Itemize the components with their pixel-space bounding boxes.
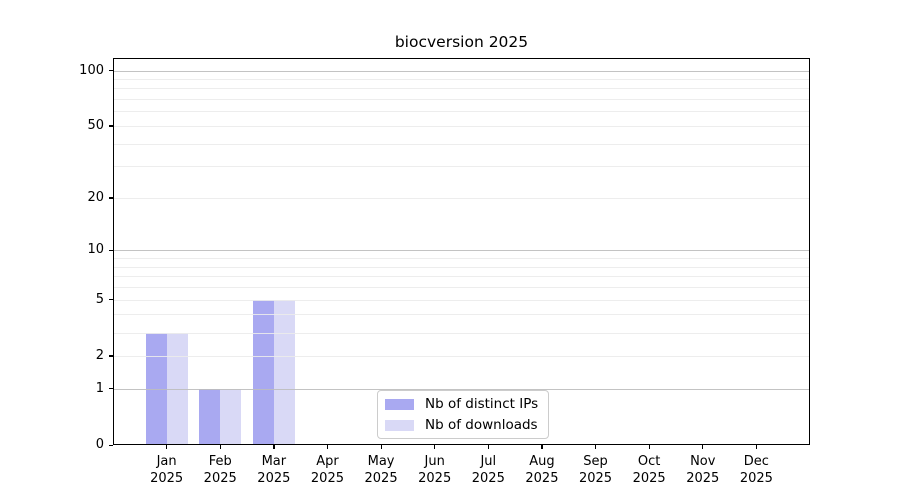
x-axis-tick-label: Oct 2025	[632, 454, 666, 486]
gridline-minor	[113, 143, 810, 145]
x-axis-tick-mark	[487, 445, 489, 449]
y-axis-tick-mark	[109, 197, 113, 199]
gridline-minor	[113, 111, 810, 113]
x-axis-tick-label: Mar 2025	[257, 454, 291, 486]
gridline-minor	[113, 287, 810, 289]
legend-swatch-downloads	[385, 419, 414, 431]
gridline-major	[113, 250, 810, 252]
plot-border	[113, 58, 810, 445]
y-axis-tick-mark	[109, 299, 113, 301]
x-axis-tick-mark	[595, 445, 597, 449]
legend-label-distinct-ips: Nb of distinct IPs	[425, 396, 539, 412]
x-axis-tick-mark	[326, 445, 329, 449]
y-axis-tick-label: 50	[87, 117, 104, 133]
y-axis-tick-label: 100	[79, 62, 104, 78]
x-axis-tick-label: Sep 2025	[578, 454, 613, 486]
y-axis-tick-mark	[109, 355, 113, 357]
x-axis-tick-label: Jul 2025	[471, 454, 505, 486]
y-axis-tick-mark	[109, 70, 113, 72]
legend-entry-distinct-ips: Nb of distinct IPs	[385, 395, 540, 413]
y-axis-tick-label: 5	[95, 291, 104, 307]
x-axis-tick-mark	[648, 445, 650, 449]
gridline-major	[113, 70, 810, 72]
bar-downloads-mar	[273, 299, 295, 445]
gridline-minor	[113, 332, 810, 334]
gridline-major	[113, 388, 810, 390]
legend: Nb of distinct IPs Nb of downloads	[377, 390, 549, 439]
x-axis-tick-mark	[434, 445, 436, 449]
y-axis-tick-mark	[109, 249, 113, 252]
y-axis-tick-label: 0	[95, 437, 104, 452]
bar-downloads-feb	[220, 388, 242, 445]
gridline-minor	[113, 299, 810, 301]
x-axis-tick-label: Jun 2025	[418, 454, 452, 486]
gridline-minor	[113, 166, 810, 168]
gridline-minor	[113, 99, 810, 101]
gridline-minor	[113, 276, 810, 278]
gridline-minor	[113, 258, 810, 260]
y-axis-tick-label: 20	[87, 189, 104, 205]
x-axis-tick-mark	[273, 445, 275, 449]
x-axis-tick-label: Aug 2025	[525, 454, 559, 486]
gridline-minor	[113, 79, 810, 80]
legend-swatch-distinct-ips	[385, 398, 414, 410]
gridline-minor	[113, 197, 810, 199]
legend-label-downloads: Nb of downloads	[425, 417, 538, 433]
x-axis-tick-label: May 2025	[364, 454, 398, 486]
x-axis-tick-mark	[166, 445, 168, 449]
x-axis-tick-mark	[702, 445, 704, 449]
y-axis-tick-label: 2	[95, 347, 104, 363]
y-axis-tick-mark	[109, 388, 113, 390]
x-axis-tick-label: Feb 2025	[203, 454, 237, 486]
bar-distinct-ips-mar	[252, 299, 274, 445]
y-axis-tick-mark	[109, 125, 113, 127]
x-axis-tick-mark	[755, 445, 758, 449]
y-axis-tick-label: 1	[95, 380, 104, 396]
x-axis-tick-mark	[541, 445, 543, 449]
x-axis-tick-label: Nov 2025	[686, 454, 720, 486]
chart-title: biocversion 2025	[394, 33, 529, 51]
y-axis-tick-mark	[109, 444, 113, 446]
gridline-minor	[113, 355, 810, 357]
x-axis-tick-label: Dec 2025	[739, 454, 773, 486]
gridline-minor	[113, 125, 810, 127]
legend-entry-downloads: Nb of downloads	[385, 416, 540, 434]
y-axis-tick-label: 10	[87, 242, 104, 258]
gridline-minor	[113, 266, 810, 268]
gridline-minor	[113, 314, 810, 316]
x-axis-tick-mark	[219, 445, 221, 449]
x-axis-tick-mark	[380, 445, 382, 449]
bar-distinct-ips-feb	[199, 388, 221, 445]
x-axis-tick-label: Jan 2025	[150, 454, 184, 486]
gridline-minor	[113, 88, 810, 90]
x-axis-tick-label: Apr 2025	[310, 454, 344, 486]
